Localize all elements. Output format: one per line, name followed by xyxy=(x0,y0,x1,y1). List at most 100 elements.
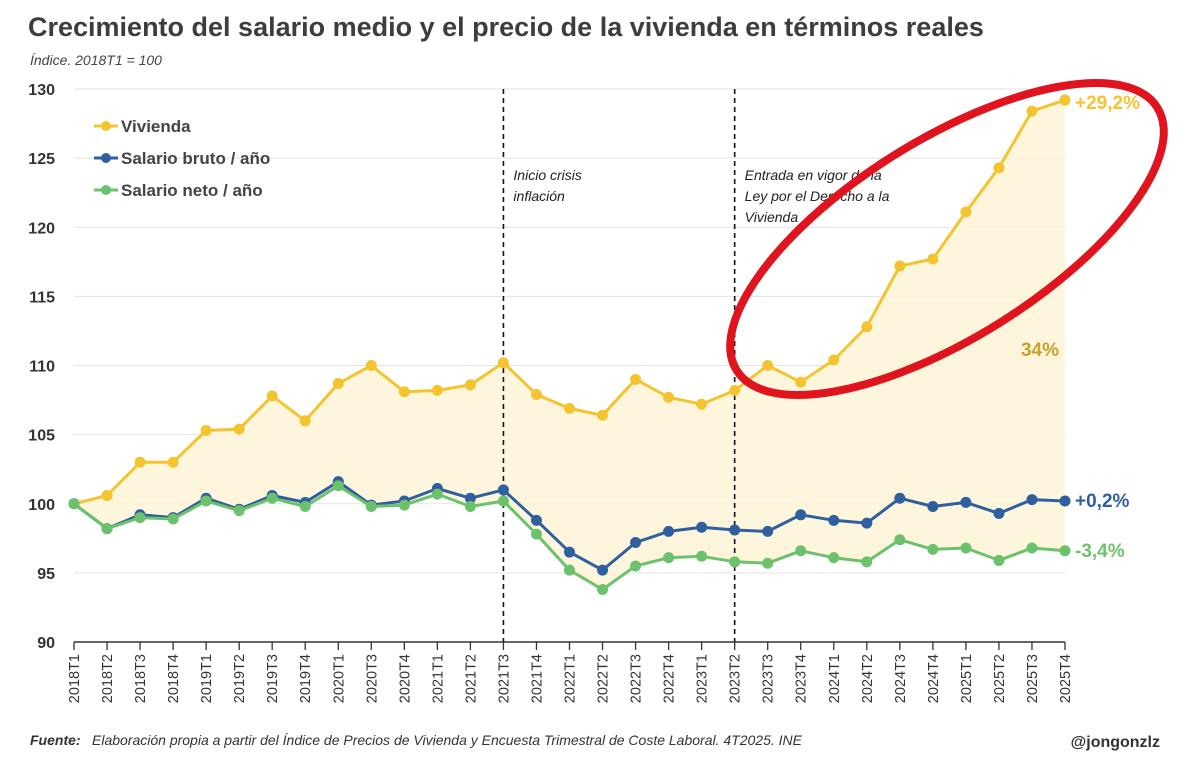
x-tick-label: 2020T3 xyxy=(364,654,380,703)
y-tick-label: 110 xyxy=(29,359,55,376)
data-point xyxy=(464,379,476,391)
data-point xyxy=(167,513,179,525)
gap-label: 34% xyxy=(1021,340,1059,361)
x-tick-label: 2024T2 xyxy=(860,654,876,703)
x-tick-label: 2025T2 xyxy=(992,654,1008,703)
data-point xyxy=(497,495,509,507)
data-point xyxy=(696,521,708,533)
data-point xyxy=(993,554,1005,566)
data-point xyxy=(630,560,642,572)
data-point xyxy=(663,525,675,537)
x-tick-label: 2019T1 xyxy=(199,654,215,703)
data-point xyxy=(398,386,410,398)
data-point xyxy=(630,536,642,548)
x-tick-label: 2022T2 xyxy=(596,654,612,703)
y-tick-label: 90 xyxy=(37,635,55,652)
y-tick-label: 130 xyxy=(28,82,55,99)
data-point xyxy=(101,489,113,501)
x-tick-label: 2021T4 xyxy=(529,654,545,703)
data-point xyxy=(431,384,443,396)
data-point xyxy=(894,492,906,504)
chart-subtitle: Índice. 2018T1 = 100 xyxy=(30,52,162,68)
y-tick-label: 95 xyxy=(37,566,55,583)
legend-label: Salario bruto / año xyxy=(121,149,270,168)
data-point xyxy=(630,373,642,385)
data-point xyxy=(365,501,377,513)
x-tick-label: 2024T4 xyxy=(926,654,942,703)
x-tick-label: 2021T3 xyxy=(496,654,512,703)
data-point xyxy=(861,556,873,568)
footer-credit: @jongonzlz xyxy=(1071,734,1160,751)
data-point xyxy=(1026,105,1038,117)
data-point xyxy=(828,552,840,564)
x-tick-label: 2025T1 xyxy=(959,654,975,703)
footer-source-text: Elaboración propia a partir del Índice d… xyxy=(92,732,803,748)
y-tick-label: 120 xyxy=(28,220,55,237)
vertical-markers: Inicio crisis inflación Entrada en vigor d… xyxy=(502,89,890,642)
series-group: +29,2% +0,2% -3,4% xyxy=(68,93,1140,595)
data-point xyxy=(1026,542,1038,554)
data-point xyxy=(828,354,840,366)
data-point xyxy=(729,384,741,396)
data-point xyxy=(762,557,774,569)
data-point xyxy=(960,206,972,218)
data-point xyxy=(365,360,377,371)
data-point xyxy=(1059,545,1071,557)
legend-marker-2 xyxy=(101,185,111,195)
data-point xyxy=(134,456,146,468)
data-point xyxy=(861,517,873,529)
data-point xyxy=(960,496,972,508)
x-tick-label: 2023T2 xyxy=(728,654,744,703)
x-tick-label: 2019T3 xyxy=(265,654,281,703)
end-label-2: -3,4% xyxy=(1075,541,1125,562)
footer-source-label: Fuente: xyxy=(30,732,81,748)
x-tick-label: 2025T4 xyxy=(1058,654,1074,703)
y-tick-label: 100 xyxy=(28,497,55,514)
data-point xyxy=(729,556,741,568)
data-point xyxy=(101,523,113,535)
data-point xyxy=(299,501,311,513)
data-point xyxy=(894,534,906,546)
data-point xyxy=(993,507,1005,519)
data-point xyxy=(530,528,542,540)
x-tick-label: 2022T3 xyxy=(629,654,645,703)
x-tick-label: 2023T4 xyxy=(794,654,810,703)
legend-label: Salario neto / año xyxy=(121,181,263,200)
x-tick-label: 2024T1 xyxy=(827,654,843,703)
y-tick-label: 105 xyxy=(28,428,55,445)
data-point xyxy=(927,253,939,265)
data-point xyxy=(960,542,972,554)
vline-annotation: Ley por el Derecho a la xyxy=(745,188,890,204)
legend: Vivienda Salario bruto / año Salario neto … xyxy=(94,117,270,200)
data-point xyxy=(729,524,741,536)
data-point xyxy=(266,492,278,504)
legend-label: Vivienda xyxy=(121,117,191,136)
data-point xyxy=(927,543,939,555)
x-tick-label: 2022T4 xyxy=(662,654,678,703)
data-point xyxy=(530,514,542,526)
vline-annotation: Entrada en vigor de la xyxy=(745,167,882,183)
vline-annotation: inflación xyxy=(513,188,565,204)
data-point xyxy=(597,564,609,576)
data-point xyxy=(795,545,807,557)
x-tick-label: 2023T3 xyxy=(761,654,777,703)
data-point xyxy=(530,389,542,401)
data-point xyxy=(497,357,509,369)
data-point xyxy=(200,424,212,436)
data-point xyxy=(233,423,245,435)
data-point xyxy=(299,415,311,427)
highlight-ellipse xyxy=(726,79,1168,399)
data-point xyxy=(861,321,873,333)
data-point xyxy=(696,550,708,562)
y-tick-label: 115 xyxy=(29,289,55,306)
data-point xyxy=(1026,494,1038,506)
data-point xyxy=(167,456,179,468)
data-point xyxy=(762,360,774,371)
x-tick-label: 2018T1 xyxy=(67,654,83,703)
vline-annotation: Vivienda xyxy=(745,209,799,225)
axes: 90 95 100 105 110 115 120 125 130 2018T1 2018T2 201… xyxy=(28,82,1074,703)
legend-marker-1 xyxy=(101,153,111,163)
x-tick-label: 2018T3 xyxy=(133,654,149,703)
